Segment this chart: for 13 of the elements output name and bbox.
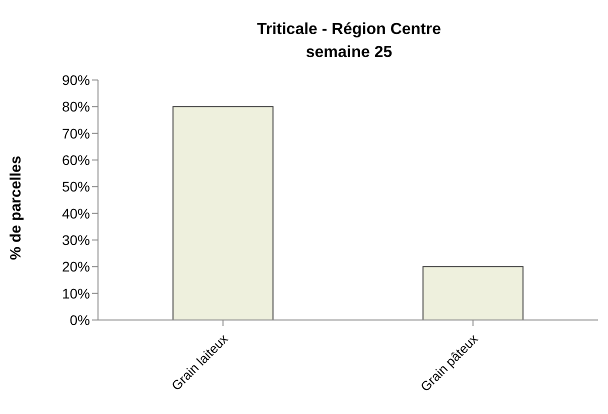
chart-subtitle: semaine 25 xyxy=(304,43,394,63)
y-axis-title: % de parcelles xyxy=(7,156,24,260)
y-tick-label: 20% xyxy=(62,258,90,275)
chart-title: Triticale - Région Centre xyxy=(256,20,442,40)
y-tick-label: 70% xyxy=(62,125,90,142)
y-tick-label: 0% xyxy=(70,312,90,328)
y-tick-label: 90% xyxy=(62,72,90,88)
y-tick-label: 60% xyxy=(62,152,90,168)
y-tick-label: 40% xyxy=(62,205,90,222)
y-tick-label: 10% xyxy=(62,285,90,302)
y-tick-label: 80% xyxy=(62,98,90,115)
y-tick-label: 50% xyxy=(62,178,90,195)
y-tick-label: 30% xyxy=(62,232,90,248)
